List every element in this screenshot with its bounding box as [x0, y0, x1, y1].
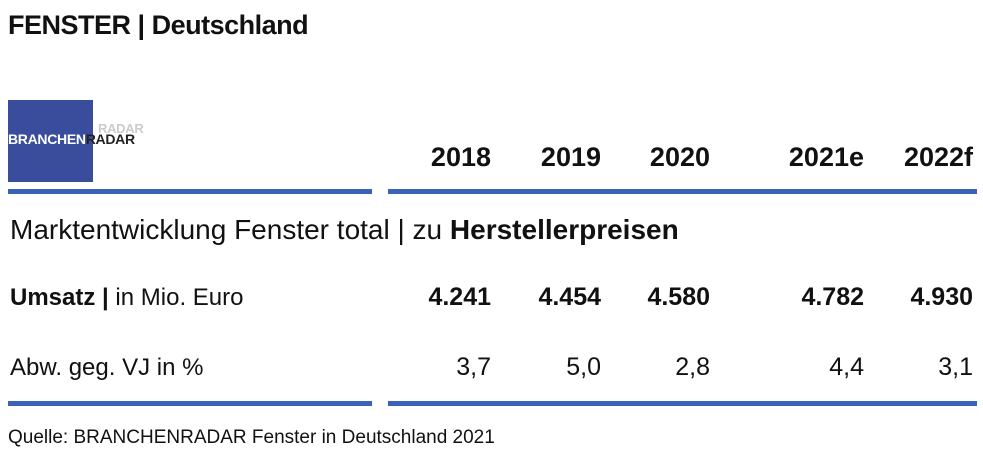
section-title-bold: Herstellerpreisen	[449, 214, 679, 245]
logo-text: BRANCHENRADAR	[8, 131, 135, 147]
branchenradar-logo	[8, 100, 93, 182]
page-title: FENSTER | Deutschland	[8, 10, 309, 40]
table-cell-umsatz: 4.580	[647, 283, 710, 311]
year-header: 2019	[540, 142, 601, 172]
logo-text-part2: RADAR	[85, 131, 135, 147]
row-label-abw: Abw. geg. VJ in %	[10, 354, 204, 381]
table-cell-abw: 2,8	[675, 353, 710, 381]
table-cell-umsatz: 4.241	[428, 283, 491, 311]
footer-rule-left	[8, 401, 372, 406]
table-cell-umsatz: 4.782	[801, 283, 864, 311]
row-label-umsatz: Umsatz | in Mio. Euro	[10, 284, 243, 312]
row-label-umsatz-bold: Umsatz |	[10, 284, 109, 311]
table-cell-umsatz: 4.454	[538, 283, 601, 311]
year-header: 2018	[430, 142, 491, 172]
logo-text-part1: BRANCHEN	[8, 131, 86, 147]
table-cell-abw: 3,7	[456, 353, 491, 381]
table-cell-umsatz: 4.930	[910, 283, 973, 311]
year-header: 2021e	[788, 142, 864, 172]
table-cell-abw: 4,4	[829, 353, 864, 381]
table-cell-abw: 3,1	[938, 353, 973, 381]
row-label-umsatz-normal: in Mio. Euro	[108, 284, 244, 311]
logo-shadow-text: RADAR	[98, 121, 144, 136]
year-header: 2022f	[903, 142, 973, 172]
footer-rule-right	[388, 401, 977, 406]
year-header: 2020	[649, 142, 710, 172]
table-cell-abw: 5,0	[566, 353, 601, 381]
section-title-normal: Marktentwicklung Fenster total | zu	[10, 214, 450, 245]
source-note: Quelle: BRANCHENRADAR Fenster in Deutsch…	[8, 427, 495, 448]
header-rule-right	[388, 189, 977, 194]
header-rule-left	[8, 189, 372, 194]
section-title: Marktentwicklung Fenster total | zu Hers…	[10, 214, 679, 246]
